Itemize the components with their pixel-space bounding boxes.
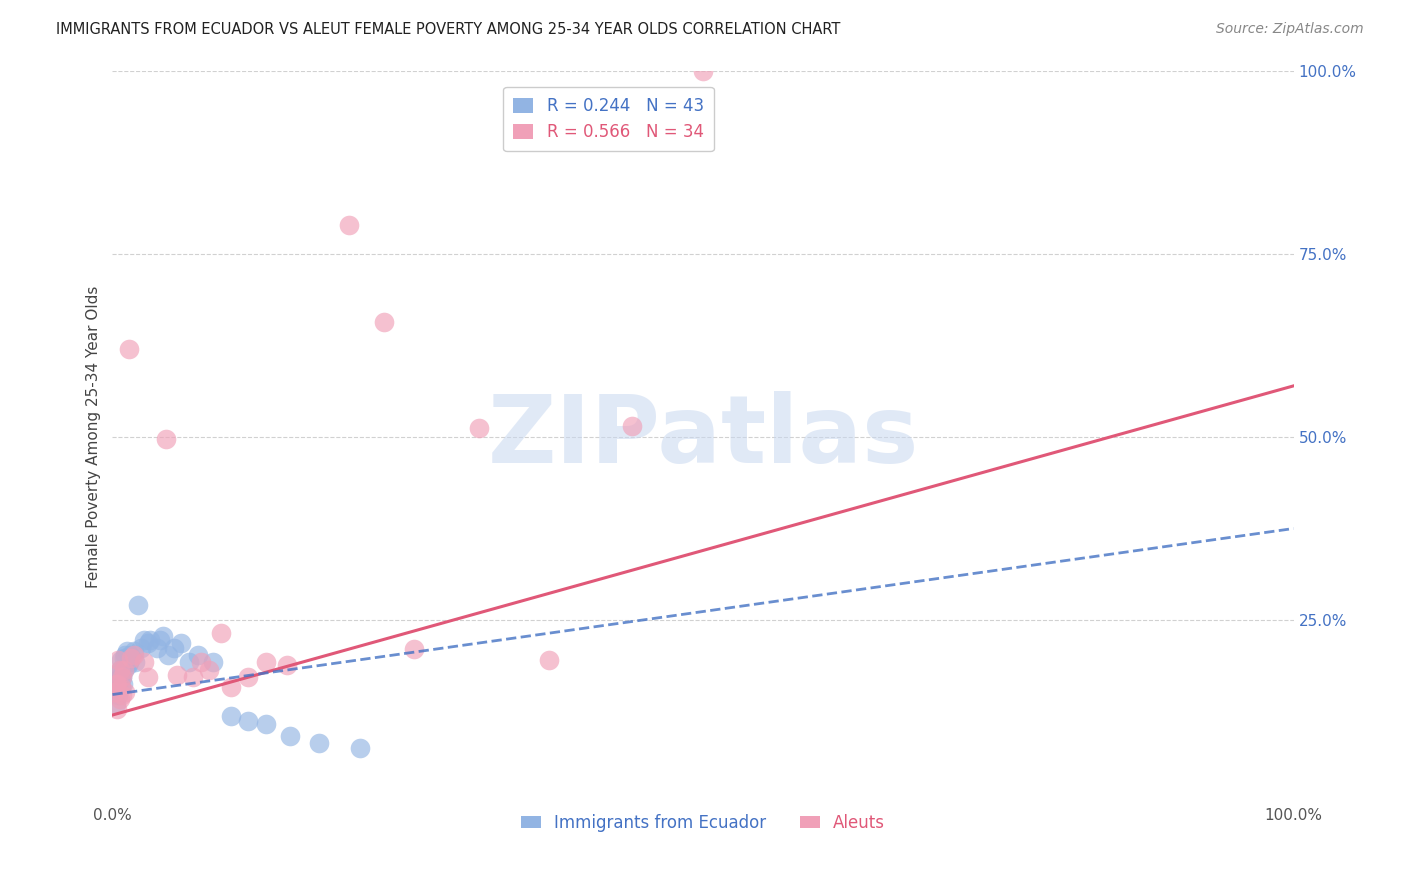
Point [136, 670, 159, 684]
Point [467, 421, 489, 435]
Point [179, 656, 201, 670]
Point [108, 692, 131, 706]
Point [104, 682, 127, 697]
Point [124, 656, 146, 670]
Point [112, 663, 135, 677]
Point [111, 670, 134, 684]
Point [538, 653, 561, 667]
Point [134, 633, 156, 648]
Point [402, 642, 425, 657]
Point [146, 640, 169, 655]
Point [108, 670, 131, 684]
Point [278, 729, 301, 743]
Point [156, 648, 179, 662]
Y-axis label: Female Poverty Among 25-34 Year Olds: Female Poverty Among 25-34 Year Olds [86, 286, 101, 588]
Point [219, 709, 242, 723]
Point [136, 636, 159, 650]
Point [112, 677, 135, 691]
Point [166, 667, 188, 681]
Point [105, 702, 128, 716]
Point [115, 643, 138, 657]
Point [181, 670, 204, 684]
Point [692, 64, 714, 78]
Point [254, 656, 277, 670]
Point [110, 680, 132, 694]
Point [373, 314, 395, 328]
Point [120, 648, 142, 662]
Point [114, 684, 136, 698]
Point [170, 636, 193, 650]
Point [122, 648, 145, 662]
Point [163, 640, 186, 655]
Point [105, 667, 128, 681]
Point [155, 432, 177, 446]
Point [186, 648, 208, 662]
Point [120, 651, 142, 665]
Point [152, 629, 174, 643]
Point [122, 643, 145, 657]
Point [105, 675, 128, 690]
Point [139, 633, 162, 648]
Point [105, 697, 128, 711]
Point [112, 651, 135, 665]
Point [127, 599, 149, 613]
Point [114, 648, 136, 662]
Point [111, 670, 134, 684]
Legend: Immigrants from Ecuador, Aleuts: Immigrants from Ecuador, Aleuts [515, 807, 891, 838]
Point [105, 673, 128, 687]
Point [129, 640, 152, 655]
Point [120, 651, 142, 665]
Point [209, 626, 232, 640]
Point [337, 218, 360, 232]
Text: IMMIGRANTS FROM ECUADOR VS ALEUT FEMALE POVERTY AMONG 25-34 YEAR OLDS CORRELATIO: IMMIGRANTS FROM ECUADOR VS ALEUT FEMALE … [56, 22, 841, 37]
Point [149, 633, 172, 648]
Point [108, 663, 131, 677]
Point [201, 656, 224, 670]
Point [105, 677, 128, 691]
Point [107, 675, 129, 690]
Point [238, 670, 260, 684]
Point [110, 680, 132, 694]
Point [134, 656, 156, 670]
Point [276, 658, 298, 673]
Point [349, 740, 371, 755]
Point [219, 680, 242, 694]
Point [198, 663, 221, 677]
Point [112, 663, 135, 677]
Point [117, 658, 139, 673]
Point [254, 716, 277, 731]
Point [104, 684, 127, 698]
Text: Source: ZipAtlas.com: Source: ZipAtlas.com [1216, 22, 1364, 37]
Point [108, 663, 131, 677]
Text: ZIPatlas: ZIPatlas [488, 391, 918, 483]
Point [238, 714, 260, 728]
Point [190, 656, 212, 670]
Point [110, 653, 132, 667]
Point [107, 688, 129, 702]
Point [621, 419, 644, 434]
Point [308, 736, 330, 750]
Point [107, 653, 129, 667]
Point [111, 688, 134, 702]
Point [118, 343, 141, 357]
Point [118, 656, 141, 670]
Point [105, 677, 128, 691]
